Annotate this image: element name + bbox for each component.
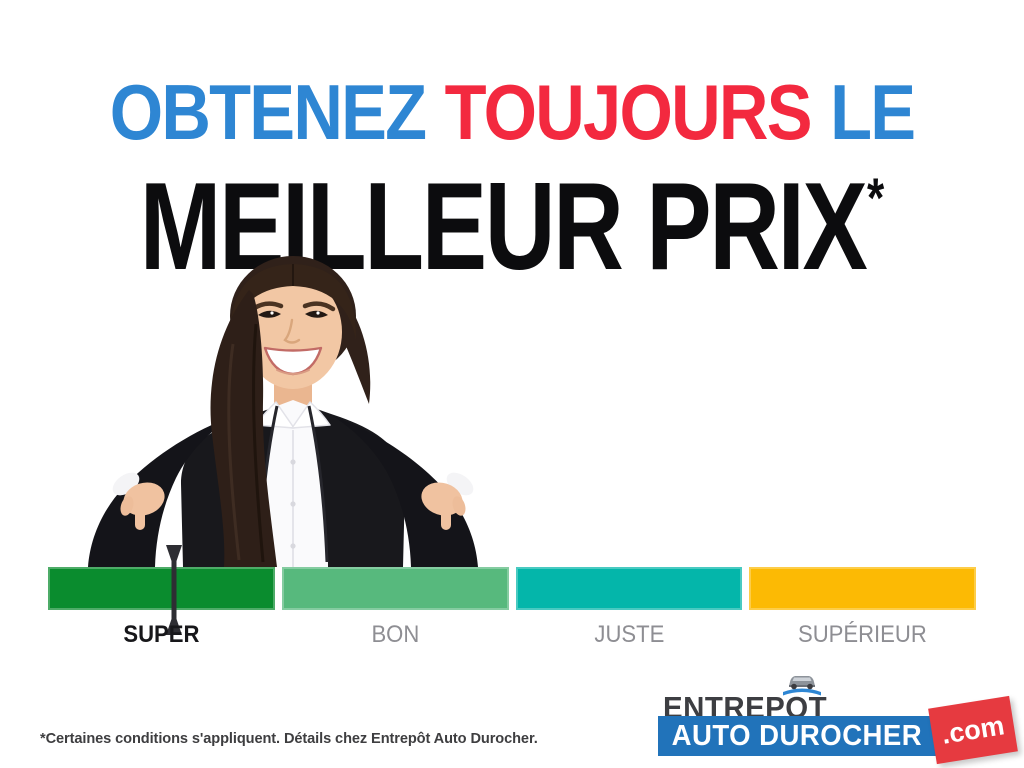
gauge-label-superieur: SUPÉRIEUR: [798, 621, 928, 648]
gauge-label-juste: JUSTE: [593, 621, 664, 648]
logo-dotcom-text: .com: [939, 709, 1007, 750]
price-gauge: [48, 567, 976, 610]
gauge-segment-super: [48, 567, 275, 610]
headline-line1: OBTENEZ TOUJOURS LE: [61, 73, 962, 151]
businesswoman-pointing-down-photo: [88, 256, 478, 567]
gauge-segment-bon: [281, 567, 509, 610]
headline-word-toujours: TOUJOURS: [444, 68, 813, 156]
gauge-segment-superieur: [749, 567, 976, 610]
conditions-footnote: *Certaines conditions s'appliquent. Déta…: [40, 731, 538, 747]
gauge-labels: SUPER BON JUSTE SUPÉRIEUR: [48, 621, 976, 649]
gauge-label-bon: BON: [371, 621, 420, 648]
logo-auto-durocher-bar: AUTO DUROCHER: [658, 716, 936, 756]
asterisk-mark: *: [867, 166, 885, 229]
car-icon: [783, 676, 821, 696]
headline-word-obtenez: OBTENEZ: [109, 68, 427, 156]
gauge-segment-juste: [515, 567, 743, 610]
gauge-label-super: SUPER: [123, 621, 200, 648]
logo-auto-durocher-text: AUTO DUROCHER: [671, 719, 923, 752]
logo-dotcom-tag: .com: [928, 695, 1018, 765]
gauge-needle: [166, 545, 183, 635]
headline-word-le: LE: [830, 68, 916, 156]
